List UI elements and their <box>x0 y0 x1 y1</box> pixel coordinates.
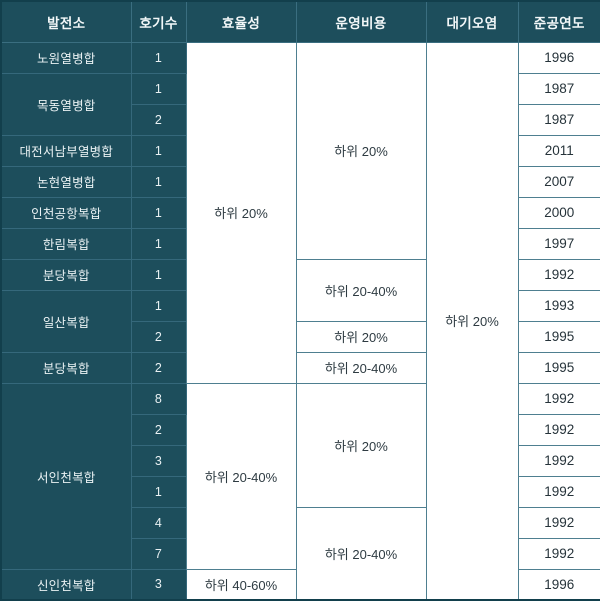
table-row: 1 1992 <box>1 475 600 508</box>
year-cell: 1996 <box>517 41 600 74</box>
unit-count-cell: 2 <box>130 320 187 353</box>
plant-cell: 목동열병합 <box>0 72 132 136</box>
table-row: 4 하위 20-40% 1992 <box>1 506 600 601</box>
unit-count-cell: 1 <box>130 41 187 74</box>
year-cell: 1996 <box>517 568 600 601</box>
year-cell: 1992 <box>517 506 600 539</box>
plant-cell: 일산복합 <box>0 289 132 353</box>
year-cell: 2011 <box>517 134 600 167</box>
plant-cell: 노원열병합 <box>0 41 132 74</box>
year-cell: 1993 <box>517 289 600 322</box>
year-cell: 1992 <box>517 382 600 415</box>
efficiency-cell: 하위 20% <box>185 41 297 384</box>
efficiency-cell: 하위 20-40% <box>185 382 297 570</box>
operating-cost-cell: 하위 20-40% <box>295 258 427 322</box>
year-cell: 1992 <box>517 444 600 477</box>
header-row: 발전소 호기수 효율성 운영비용 대기오염 준공연도 <box>0 0 600 43</box>
table-row: 서인천복합 8 하위 20-40% 하위 20% 1992 <box>0 382 600 570</box>
plant-cell: 분당복합 <box>0 258 132 291</box>
plant-cell: 대전서남부열병합 <box>0 134 132 167</box>
plant-cell: 신인천복합 <box>0 568 132 601</box>
header-efficiency: 효율성 <box>185 0 297 43</box>
header-completion-year: 준공연도 <box>517 0 600 43</box>
table-row: 7 1992 <box>1 537 600 570</box>
year-cell: 1992 <box>517 537 600 570</box>
year-cell: 1992 <box>517 413 600 446</box>
unit-count-cell: 1 <box>130 258 187 291</box>
unit-count-cell: 7 <box>130 537 187 570</box>
efficiency-cell: 하위 40-60% <box>185 568 297 601</box>
air-pollution-cell: 하위 20% <box>425 41 519 601</box>
year-cell: 1995 <box>517 351 600 384</box>
year-cell: 1992 <box>517 475 600 508</box>
unit-count-cell: 2 <box>130 351 187 384</box>
unit-count-cell: 1 <box>130 134 187 167</box>
table-row: 2 1987 <box>1 103 600 136</box>
unit-count-cell: 3 <box>130 444 187 477</box>
operating-cost-cell: 하위 20% <box>295 320 427 353</box>
table-row: 2 1992 <box>1 413 600 446</box>
plant-cell: 분당복합 <box>0 351 132 384</box>
plant-cell: 인천공항복합 <box>0 196 132 229</box>
table-row: 목동열병합 1 1987 <box>0 72 600 136</box>
year-cell: 1997 <box>517 227 600 260</box>
table-row: 3 1992 <box>1 444 600 477</box>
header-air-pollution: 대기오염 <box>425 0 519 43</box>
unit-count-cell: 2 <box>130 413 187 446</box>
header-operating-cost: 운영비용 <box>295 0 427 43</box>
plant-cell: 한림복합 <box>0 227 132 260</box>
table-row: 노원열병합 1 하위 20% 하위 20% 하위 20% 1996 <box>0 41 600 601</box>
unit-count-cell: 1 <box>130 72 187 105</box>
header-plant: 발전소 <box>0 0 132 43</box>
year-cell: 1987 <box>517 72 600 105</box>
plant-cell: 서인천복합 <box>0 382 132 570</box>
year-cell: 1995 <box>517 320 600 353</box>
unit-count-cell: 1 <box>130 475 187 508</box>
operating-cost-cell: 하위 20% <box>295 41 427 260</box>
year-cell: 2007 <box>517 165 600 198</box>
table-row: 분당복합 2 하위 20-40% 1995 <box>0 351 600 384</box>
table-row: 2 하위 20% 1995 <box>1 320 600 353</box>
table-row: 대전서남부열병합 1 2011 <box>0 134 600 167</box>
year-cell: 1992 <box>517 258 600 291</box>
plant-cell: 논현열병합 <box>0 165 132 198</box>
table-row: 논현열병합 1 2007 <box>0 165 600 198</box>
unit-count-cell: 1 <box>130 289 187 322</box>
operating-cost-cell: 하위 20-40% <box>295 351 427 384</box>
unit-count-cell: 4 <box>130 506 187 539</box>
unit-count-cell: 1 <box>130 196 187 229</box>
table-row: 인천공항복합 1 2000 <box>0 196 600 229</box>
year-cell: 1987 <box>517 103 600 136</box>
unit-count-cell: 3 <box>130 568 187 601</box>
unit-count-cell: 2 <box>130 103 187 136</box>
table-row: 분당복합 1 하위 20-40% 1992 <box>0 258 600 322</box>
header-unit-count: 호기수 <box>130 0 187 43</box>
unit-count-cell: 1 <box>130 227 187 260</box>
operating-cost-cell: 하위 20% <box>295 382 427 508</box>
unit-count-cell: 8 <box>130 382 187 415</box>
year-cell: 2000 <box>517 196 600 229</box>
unit-count-cell: 1 <box>130 165 187 198</box>
operating-cost-cell: 하위 20-40% <box>295 506 427 601</box>
